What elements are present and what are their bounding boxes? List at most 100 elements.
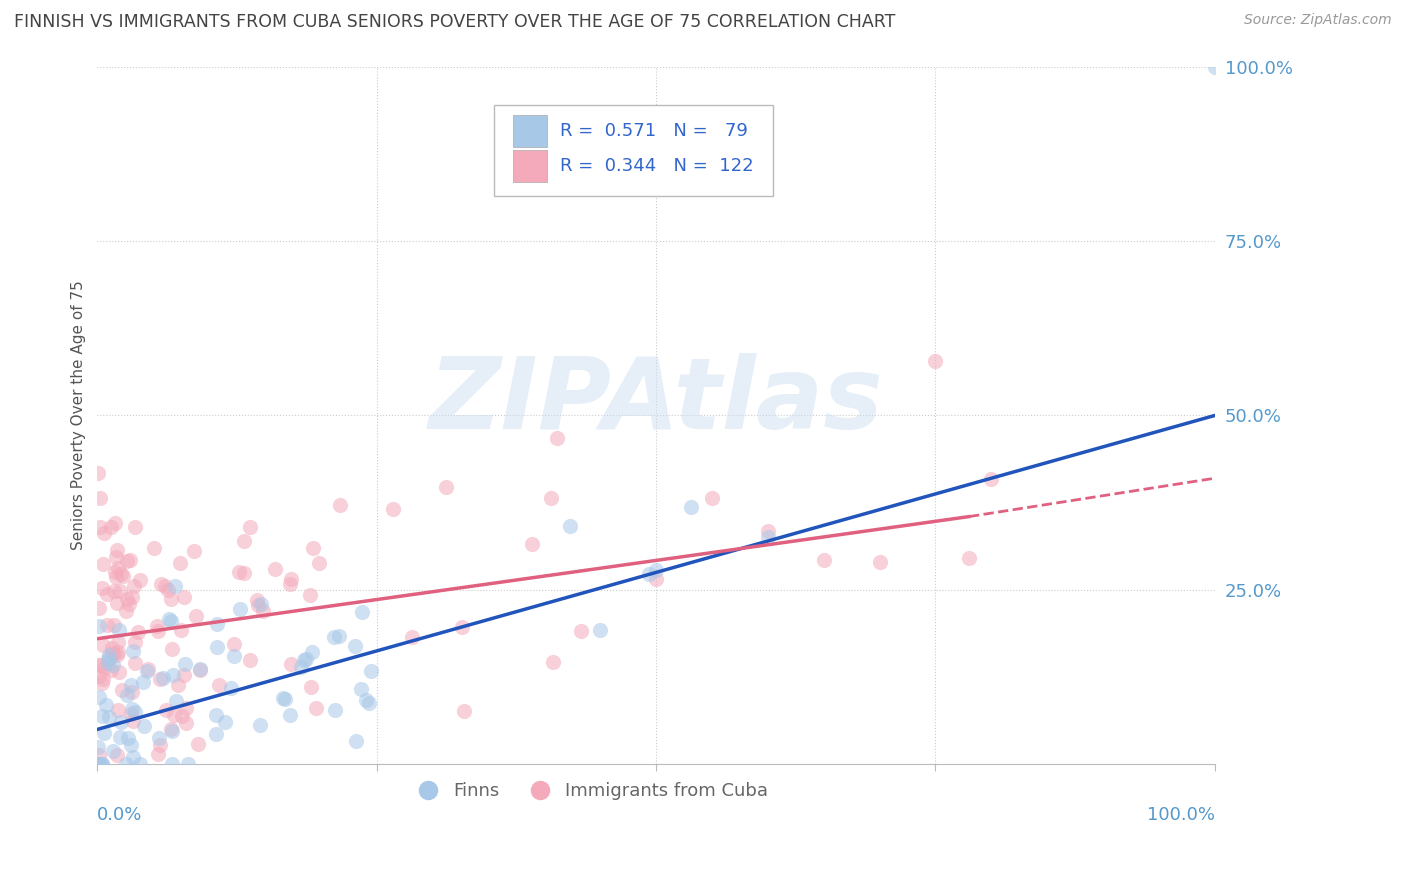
Point bbox=[188, 663, 211, 677]
Point bbox=[162, 708, 184, 723]
Point bbox=[100, 520, 122, 534]
Point bbox=[357, 697, 380, 711]
Point bbox=[132, 675, 155, 690]
Point bbox=[103, 584, 125, 599]
Point bbox=[90, 756, 112, 771]
Point bbox=[146, 747, 169, 762]
Point bbox=[120, 678, 142, 692]
Point bbox=[756, 524, 779, 538]
Point bbox=[124, 706, 146, 720]
Point bbox=[90, 756, 112, 771]
Point bbox=[103, 647, 125, 661]
Point bbox=[222, 637, 245, 651]
Point bbox=[246, 592, 269, 607]
Point bbox=[87, 747, 110, 762]
Point bbox=[153, 579, 176, 593]
Point bbox=[89, 520, 111, 534]
Y-axis label: Seniors Poverty Over the Age of 75: Seniors Poverty Over the Age of 75 bbox=[72, 281, 86, 550]
Point bbox=[160, 614, 183, 628]
Point bbox=[546, 431, 568, 445]
Point bbox=[107, 702, 129, 716]
Point bbox=[645, 563, 668, 577]
Point bbox=[219, 681, 242, 695]
Point bbox=[280, 657, 302, 671]
Point bbox=[957, 551, 980, 566]
Point bbox=[118, 597, 141, 611]
Point bbox=[104, 565, 127, 579]
Point bbox=[146, 624, 169, 638]
Point bbox=[101, 658, 124, 673]
Point bbox=[159, 592, 181, 607]
Point bbox=[91, 558, 114, 572]
Point bbox=[87, 657, 110, 672]
Point bbox=[1204, 60, 1226, 74]
Point bbox=[204, 727, 226, 741]
Point bbox=[90, 657, 112, 672]
Point bbox=[451, 620, 474, 634]
Point bbox=[756, 530, 779, 544]
Point bbox=[205, 616, 228, 631]
Point bbox=[120, 707, 142, 722]
Point bbox=[103, 617, 125, 632]
Point bbox=[143, 541, 166, 556]
Point bbox=[273, 690, 295, 705]
Point bbox=[323, 630, 346, 644]
Point bbox=[98, 652, 121, 666]
Point bbox=[90, 581, 112, 595]
Point bbox=[165, 579, 187, 593]
Point bbox=[522, 537, 544, 551]
Point bbox=[308, 556, 330, 570]
FancyBboxPatch shape bbox=[513, 151, 547, 182]
Point bbox=[122, 644, 145, 658]
Point bbox=[105, 648, 128, 663]
Point bbox=[105, 570, 128, 584]
Point bbox=[204, 707, 226, 722]
Point bbox=[124, 579, 146, 593]
Point bbox=[93, 661, 115, 675]
Point bbox=[105, 596, 128, 610]
Point bbox=[299, 680, 322, 694]
Point bbox=[239, 520, 262, 534]
Point bbox=[233, 566, 256, 581]
Text: Source: ZipAtlas.com: Source: ZipAtlas.com bbox=[1244, 13, 1392, 28]
Point bbox=[124, 657, 146, 671]
Point bbox=[101, 646, 124, 660]
Point bbox=[560, 519, 582, 533]
Point bbox=[292, 653, 315, 667]
Point bbox=[127, 625, 149, 640]
Legend: Finns, Immigrants from Cuba: Finns, Immigrants from Cuba bbox=[404, 775, 775, 807]
Point bbox=[167, 678, 190, 692]
Point bbox=[302, 541, 325, 555]
Point bbox=[343, 640, 366, 654]
FancyBboxPatch shape bbox=[513, 115, 547, 147]
Point bbox=[299, 588, 322, 602]
Point bbox=[121, 702, 143, 716]
Point bbox=[350, 605, 373, 619]
Point bbox=[100, 663, 122, 677]
Point bbox=[120, 552, 142, 566]
Point bbox=[350, 681, 373, 696]
Point bbox=[129, 756, 152, 771]
Point bbox=[159, 612, 181, 626]
Point bbox=[174, 715, 197, 730]
Point bbox=[101, 744, 124, 758]
Point bbox=[110, 583, 132, 598]
Point bbox=[214, 714, 236, 729]
Point bbox=[239, 652, 262, 666]
Point bbox=[97, 651, 120, 665]
Point bbox=[136, 665, 159, 679]
Point bbox=[453, 704, 475, 718]
Point bbox=[869, 556, 891, 570]
Point bbox=[278, 576, 301, 591]
Point bbox=[162, 756, 184, 771]
Point bbox=[160, 642, 183, 657]
Point bbox=[121, 685, 143, 699]
Point bbox=[104, 549, 127, 564]
Point bbox=[346, 734, 368, 748]
Point bbox=[101, 641, 124, 656]
Point bbox=[132, 719, 155, 733]
Point bbox=[247, 598, 270, 612]
Point bbox=[170, 708, 193, 723]
Point bbox=[329, 499, 352, 513]
Point bbox=[280, 572, 302, 586]
